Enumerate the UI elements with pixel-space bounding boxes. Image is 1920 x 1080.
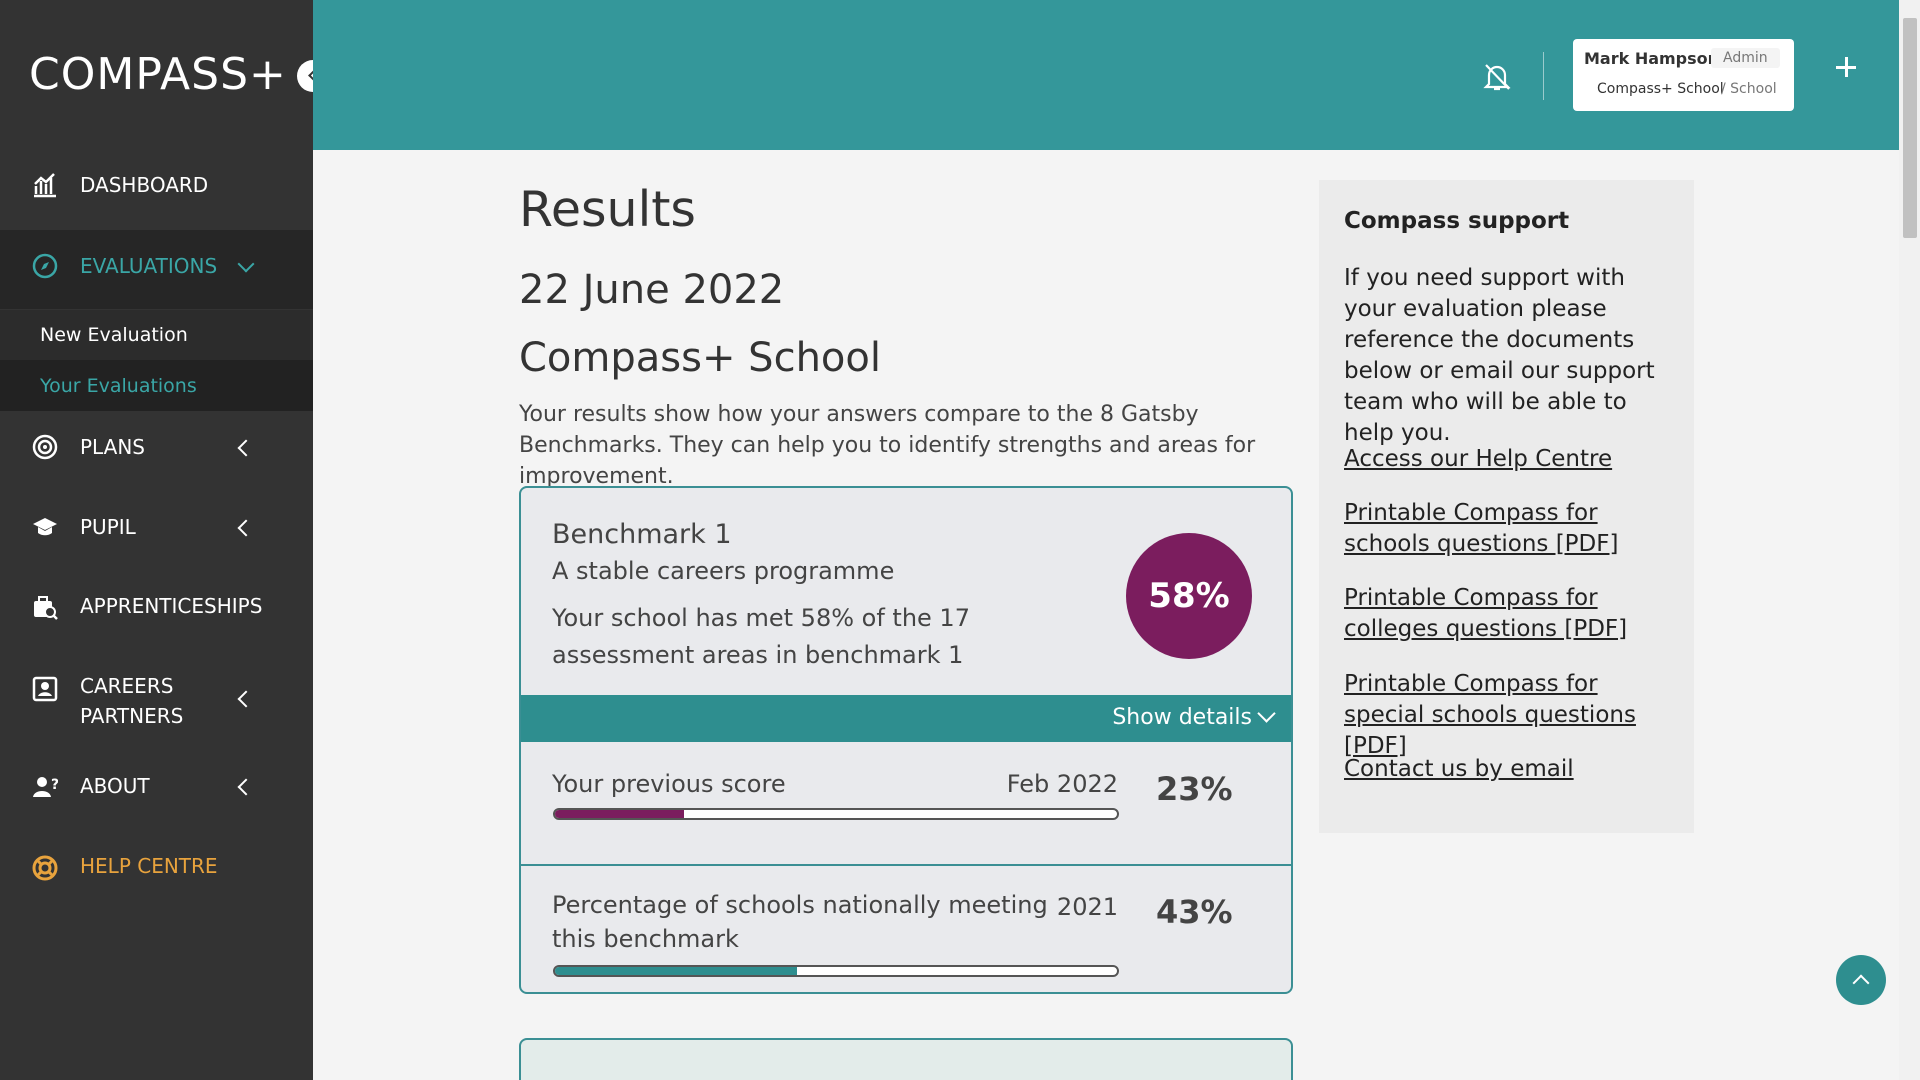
previous-score: 23% bbox=[1156, 770, 1233, 808]
previous-date: Feb 2022 bbox=[1006, 770, 1118, 798]
help-icon bbox=[32, 855, 58, 881]
subnav-item[interactable]: New Evaluation bbox=[40, 324, 188, 346]
notifications-icon[interactable] bbox=[1483, 62, 1511, 92]
nav-item[interactable]: EVALUATIONS bbox=[80, 254, 218, 278]
nav-item[interactable]: PLANS bbox=[80, 435, 145, 459]
progress-track bbox=[553, 808, 1119, 820]
careers-icon bbox=[32, 676, 58, 702]
show-details[interactable]: Show details bbox=[1112, 705, 1252, 730]
details-bar[interactable] bbox=[521, 695, 1291, 742]
dashboard-icon bbox=[34, 173, 56, 198]
nav-item[interactable]: PUPIL bbox=[80, 515, 136, 539]
benchmark-card bbox=[519, 486, 1293, 994]
user-box[interactable]: Mark Hampson Admin Compass+ School / Sch… bbox=[1573, 39, 1794, 111]
user-org-type: / School bbox=[1721, 81, 1777, 97]
score-badge: 58% bbox=[1126, 533, 1252, 659]
scrollbar[interactable] bbox=[1899, 0, 1920, 1080]
progress-fill bbox=[555, 967, 797, 975]
intro: Your results show how your answers compa… bbox=[519, 402, 1256, 489]
benchmark-name: Benchmark 1 bbox=[552, 519, 732, 550]
support-panel bbox=[1319, 180, 1694, 833]
evaluations-icon bbox=[32, 253, 58, 279]
support-title: Compass support bbox=[1344, 208, 1570, 234]
support-body: If you need support with your evaluation… bbox=[1344, 265, 1655, 446]
previous-label: Your previous score bbox=[552, 770, 786, 798]
pupil-icon bbox=[33, 518, 57, 536]
nav-item[interactable]: HELP CENTRE bbox=[80, 854, 218, 878]
benchmark-summary: Your school has met 58% of the 17 assess… bbox=[552, 604, 970, 669]
divider bbox=[1543, 52, 1544, 100]
sidebar: COMPASS+ DASHBOARD EVALUATIONS New Evalu… bbox=[0, 0, 329, 1080]
active-band bbox=[0, 230, 313, 309]
page-title: Results bbox=[519, 181, 696, 238]
about-icon: ? bbox=[33, 777, 58, 797]
support-link[interactable]: Contact us by email bbox=[1344, 756, 1574, 782]
nav-item[interactable]: APPRENTICESHIPS bbox=[80, 594, 263, 618]
support-link[interactable]: Access our Help Centre bbox=[1344, 446, 1613, 472]
support-link[interactable]: Printable Compass for colleges questions… bbox=[1344, 585, 1628, 642]
national-date: 2021 bbox=[1056, 893, 1118, 921]
chevron bbox=[237, 519, 255, 537]
subnav-active-band bbox=[0, 360, 313, 411]
progress-track bbox=[553, 965, 1119, 977]
support-link[interactable]: Printable Compass for schools questions … bbox=[1344, 500, 1619, 557]
chevron bbox=[237, 690, 255, 708]
subnav-band bbox=[0, 310, 313, 360]
nav-item[interactable]: ABOUT bbox=[80, 774, 150, 798]
national-score: 43% bbox=[1156, 893, 1233, 931]
school: Compass+ School bbox=[519, 335, 881, 381]
support-link[interactable]: Printable Compass for special schools qu… bbox=[1344, 671, 1636, 759]
apprenticeships-icon bbox=[34, 596, 58, 620]
benchmark-subtitle: A stable careers programme bbox=[552, 557, 895, 585]
next-card bbox=[519, 1038, 1293, 1080]
progress-fill bbox=[555, 810, 685, 818]
svg-text:?: ? bbox=[51, 777, 58, 793]
scroll-thumb[interactable] bbox=[1903, 18, 1917, 238]
user-name: Mark Hampson bbox=[1584, 49, 1720, 68]
user-org: Compass+ School bbox=[1597, 81, 1724, 97]
plans-icon bbox=[32, 434, 58, 460]
scroll-top-button[interactable] bbox=[1836, 955, 1886, 1005]
nav-item[interactable]: CAREERS PARTNERS bbox=[80, 674, 184, 728]
subnav-item[interactable]: Your Evaluations bbox=[40, 375, 197, 397]
header: Mark Hampson Admin Compass+ School / Sch… bbox=[313, 0, 1899, 150]
user-role: Admin bbox=[1711, 48, 1780, 68]
logo: COMPASS+ bbox=[29, 49, 287, 100]
chevron bbox=[237, 439, 255, 457]
national-label: Percentage of schools nationally meeting… bbox=[552, 891, 1048, 953]
add-button-v bbox=[1845, 57, 1848, 77]
chevron bbox=[237, 778, 255, 796]
nav-item[interactable]: DASHBOARD bbox=[80, 173, 209, 197]
separator bbox=[521, 864, 1291, 866]
date: 22 June 2022 bbox=[519, 267, 785, 313]
